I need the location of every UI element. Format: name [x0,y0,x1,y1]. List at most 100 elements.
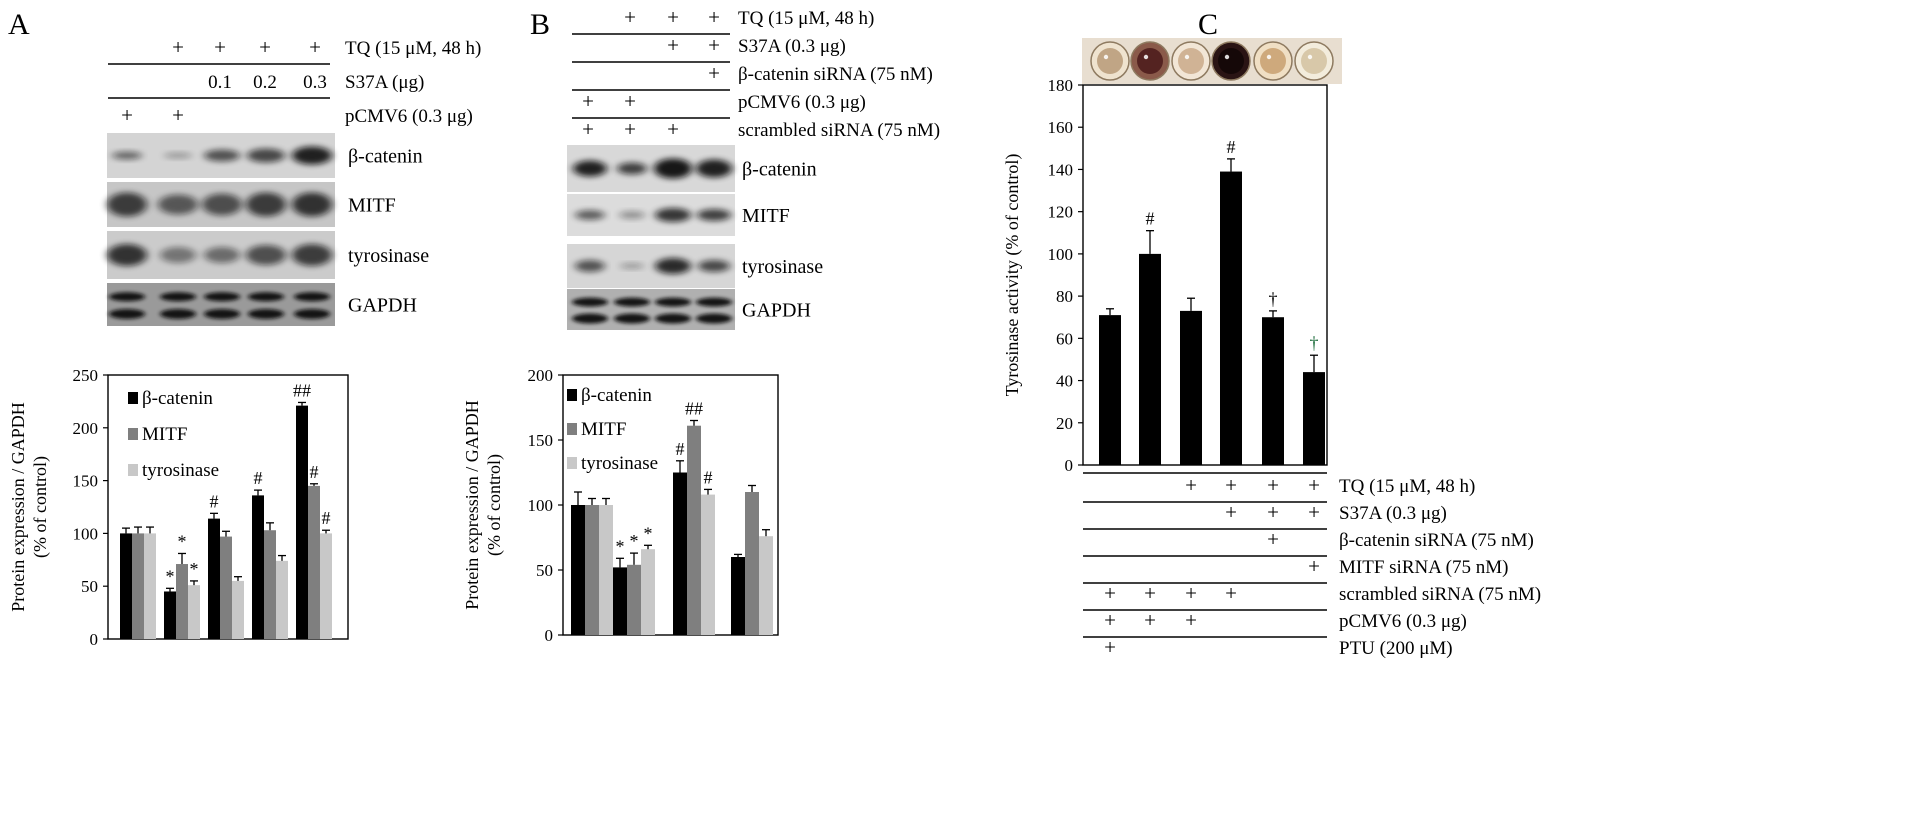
treatment-mark: + [624,117,636,141]
blot-band [573,160,607,177]
blot-band [292,192,332,217]
significance-label: * [644,523,653,543]
blot-band [620,263,644,269]
panel-letter-a: A [8,8,30,41]
bar [673,472,687,635]
y-tick-label: 20 [1056,414,1073,433]
bar [571,505,585,635]
y-tick-label: 140 [1048,160,1074,179]
panel-letter-c: C [1198,8,1218,41]
blot-band [614,313,650,324]
treatment-mark: + [1267,527,1279,551]
treatment-mark: + [259,35,271,59]
treatment-label: S37A (0.3 μg) [1339,503,1447,524]
treatment-mark: + [1144,608,1156,632]
panel-c-treatment-table: + + + + TQ (15 μM, 48 h) + + + S37A (0.3 μg) + β-c… [1083,472,1541,659]
treatment-mark: + [1104,581,1116,605]
bar [1099,315,1121,465]
y-axis-title: Protein expression / GAPDH [8,402,28,612]
blot-band [246,192,286,217]
blot-band [572,297,608,307]
panel-c-tyrosinase-activity-chart: 0 20 40 60 80 100 120 140 160 180 # # † † Tyrosinase a… [1002,76,1328,475]
treatment-mark: + [582,89,594,113]
blot-band [204,292,240,302]
bar [759,536,773,635]
treatment-mark: + [309,35,321,59]
y-tick-label: 200 [73,419,99,438]
y-tick-label: 40 [1056,372,1073,391]
y-tick-label: 160 [1048,118,1074,137]
well-highlight [1266,54,1272,60]
y-tick-label: 50 [536,561,553,580]
legend-label: MITF [581,419,626,440]
bar [701,494,715,635]
significance-label: * [616,536,625,556]
blot-band [158,194,198,215]
y-tick-label: 0 [545,626,554,645]
blot-band [204,149,240,162]
bar [641,549,655,635]
bar [1139,253,1161,465]
bar [132,533,144,639]
y-tick-label: 60 [1056,329,1073,348]
significance-label: ## [293,380,311,400]
blot-label: MITF [742,205,790,227]
treatment-label: PTU (200 μM) [1339,638,1453,659]
panel-b-western-blots: β-catenin MITF tyrosinase GAPDH [567,145,823,330]
significance-label: # [1227,137,1236,157]
bar [1180,310,1202,465]
y-tick-label: 50 [81,577,98,596]
melanin-well-pigment [1137,48,1163,74]
significance-label: # [254,468,263,488]
bar [599,505,613,635]
bar [164,591,176,639]
legend-label: tyrosinase [142,460,219,481]
melanin-well-pigment [1301,48,1327,74]
treatment-mark: + [1225,581,1237,605]
treatment-label: S37A (0.3 μg) [738,36,846,57]
treatment-mark: + [1185,581,1197,605]
y-tick-label: 100 [528,496,554,515]
treatment-label: S37A (μg) [345,72,424,93]
blot-label: β-catenin [348,146,423,168]
bar [1220,171,1242,466]
legend-label: β-catenin [142,388,213,409]
blot-label: GAPDH [348,295,417,317]
treatment-label: scrambled siRNA (75 nM) [738,120,940,141]
y-tick-label: 180 [1048,76,1074,95]
blot-band [617,162,647,175]
treatment-mark: + [172,103,184,127]
treatment-mark: + [667,117,679,141]
legend-swatch [567,389,577,401]
blot-band [575,260,605,272]
treatment-mark: + [1104,608,1116,632]
y-tick-label: 100 [73,524,99,543]
bar [232,580,244,639]
melanin-well-pigment [1178,48,1204,74]
bar [176,564,188,639]
treatment-label: pCMV6 (0.3 μg) [1339,611,1467,632]
blot-band [698,260,730,272]
blot-band [107,244,147,266]
significance-label: # [310,462,319,482]
treatment-mark: + [708,33,720,57]
blot-strip [107,283,335,326]
bar [1262,317,1284,465]
panel-b-treatment-table: + + + TQ (15 μM, 48 h) + + S37A (0.3 μg) + β-cat… [572,5,940,147]
blot-band [655,258,691,274]
blot-band [654,158,692,179]
well-highlight [1307,54,1313,60]
y-tick-label: 0 [90,630,99,649]
y-tick-label: 150 [73,472,99,491]
treatment-mark: + [708,5,720,29]
treatment-mark: + [1308,500,1320,524]
treatment-label: TQ (15 μM, 48 h) [1339,476,1475,497]
significance-label: # [210,491,219,511]
treatment-mark: + [667,5,679,29]
bar [731,557,745,635]
y-tick-label: 200 [528,366,554,385]
treatment-mark: + [1225,500,1237,524]
blot-band [204,247,240,263]
treatment-mark: 0.3 [303,72,327,93]
